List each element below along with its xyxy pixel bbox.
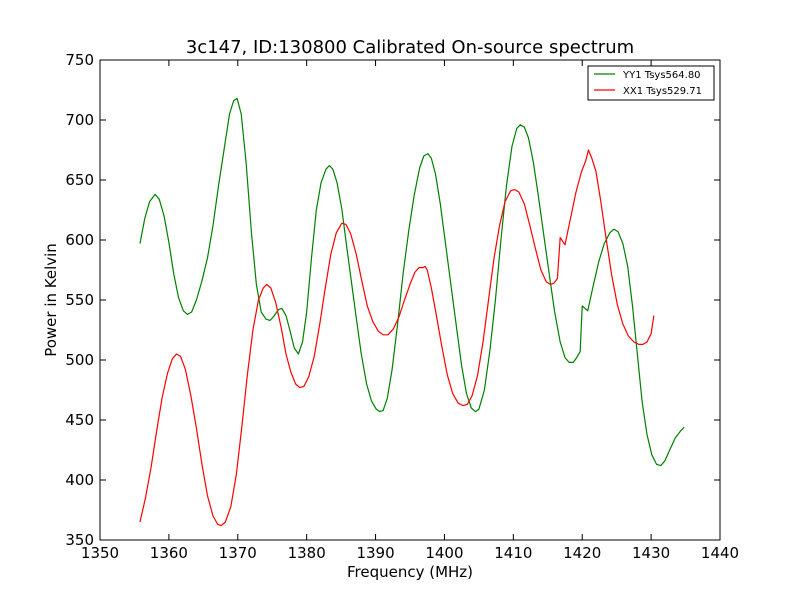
x-tick-label: 1370 — [219, 544, 257, 562]
x-axis-label: Frequency (MHz) — [347, 563, 473, 581]
legend-label-yy1: YY1 Tsys564.80 — [622, 70, 701, 81]
legend: YY1 Tsys564.80 XX1 Tsys529.71 — [587, 65, 715, 101]
y-axis-label: Power in Kelvin — [42, 243, 60, 357]
x-tick-label: 1350 — [81, 544, 119, 562]
axis-ticks: 1350 1360 1370 1380 1390 1400 1410 1420 1430 1440… — [65, 51, 739, 562]
x-tick-label: 1440 — [701, 544, 739, 562]
y-tick-label: 750 — [65, 51, 94, 69]
y-tick-label: 450 — [65, 411, 94, 429]
y-tick-label: 400 — [65, 471, 94, 489]
y-tick-label: 600 — [65, 231, 94, 249]
chart-title: 3c147, ID:130800 Calibrated On-source sp… — [186, 37, 634, 58]
y-tick-label: 350 — [65, 531, 94, 549]
x-tick-label: 1410 — [494, 544, 532, 562]
legend-label-xx1: XX1 Tsys529.71 — [623, 86, 702, 97]
y-tick-label: 550 — [65, 291, 94, 309]
x-tick-label: 1420 — [563, 544, 601, 562]
y-tick-label: 650 — [65, 171, 94, 189]
x-tick-label: 1360 — [150, 544, 188, 562]
y-tick-label: 500 — [65, 351, 94, 369]
legend-box — [587, 65, 715, 101]
series-line-yy1 — [139, 97, 685, 467]
series-line-xx1 — [139, 149, 655, 527]
x-tick-label: 1380 — [288, 544, 326, 562]
x-tick-label: 1390 — [356, 544, 394, 562]
x-tick-label: 1430 — [632, 544, 670, 562]
y-tick-label: 700 — [65, 111, 94, 129]
plot-area — [139, 97, 685, 527]
x-tick-label: 1400 — [425, 544, 463, 562]
